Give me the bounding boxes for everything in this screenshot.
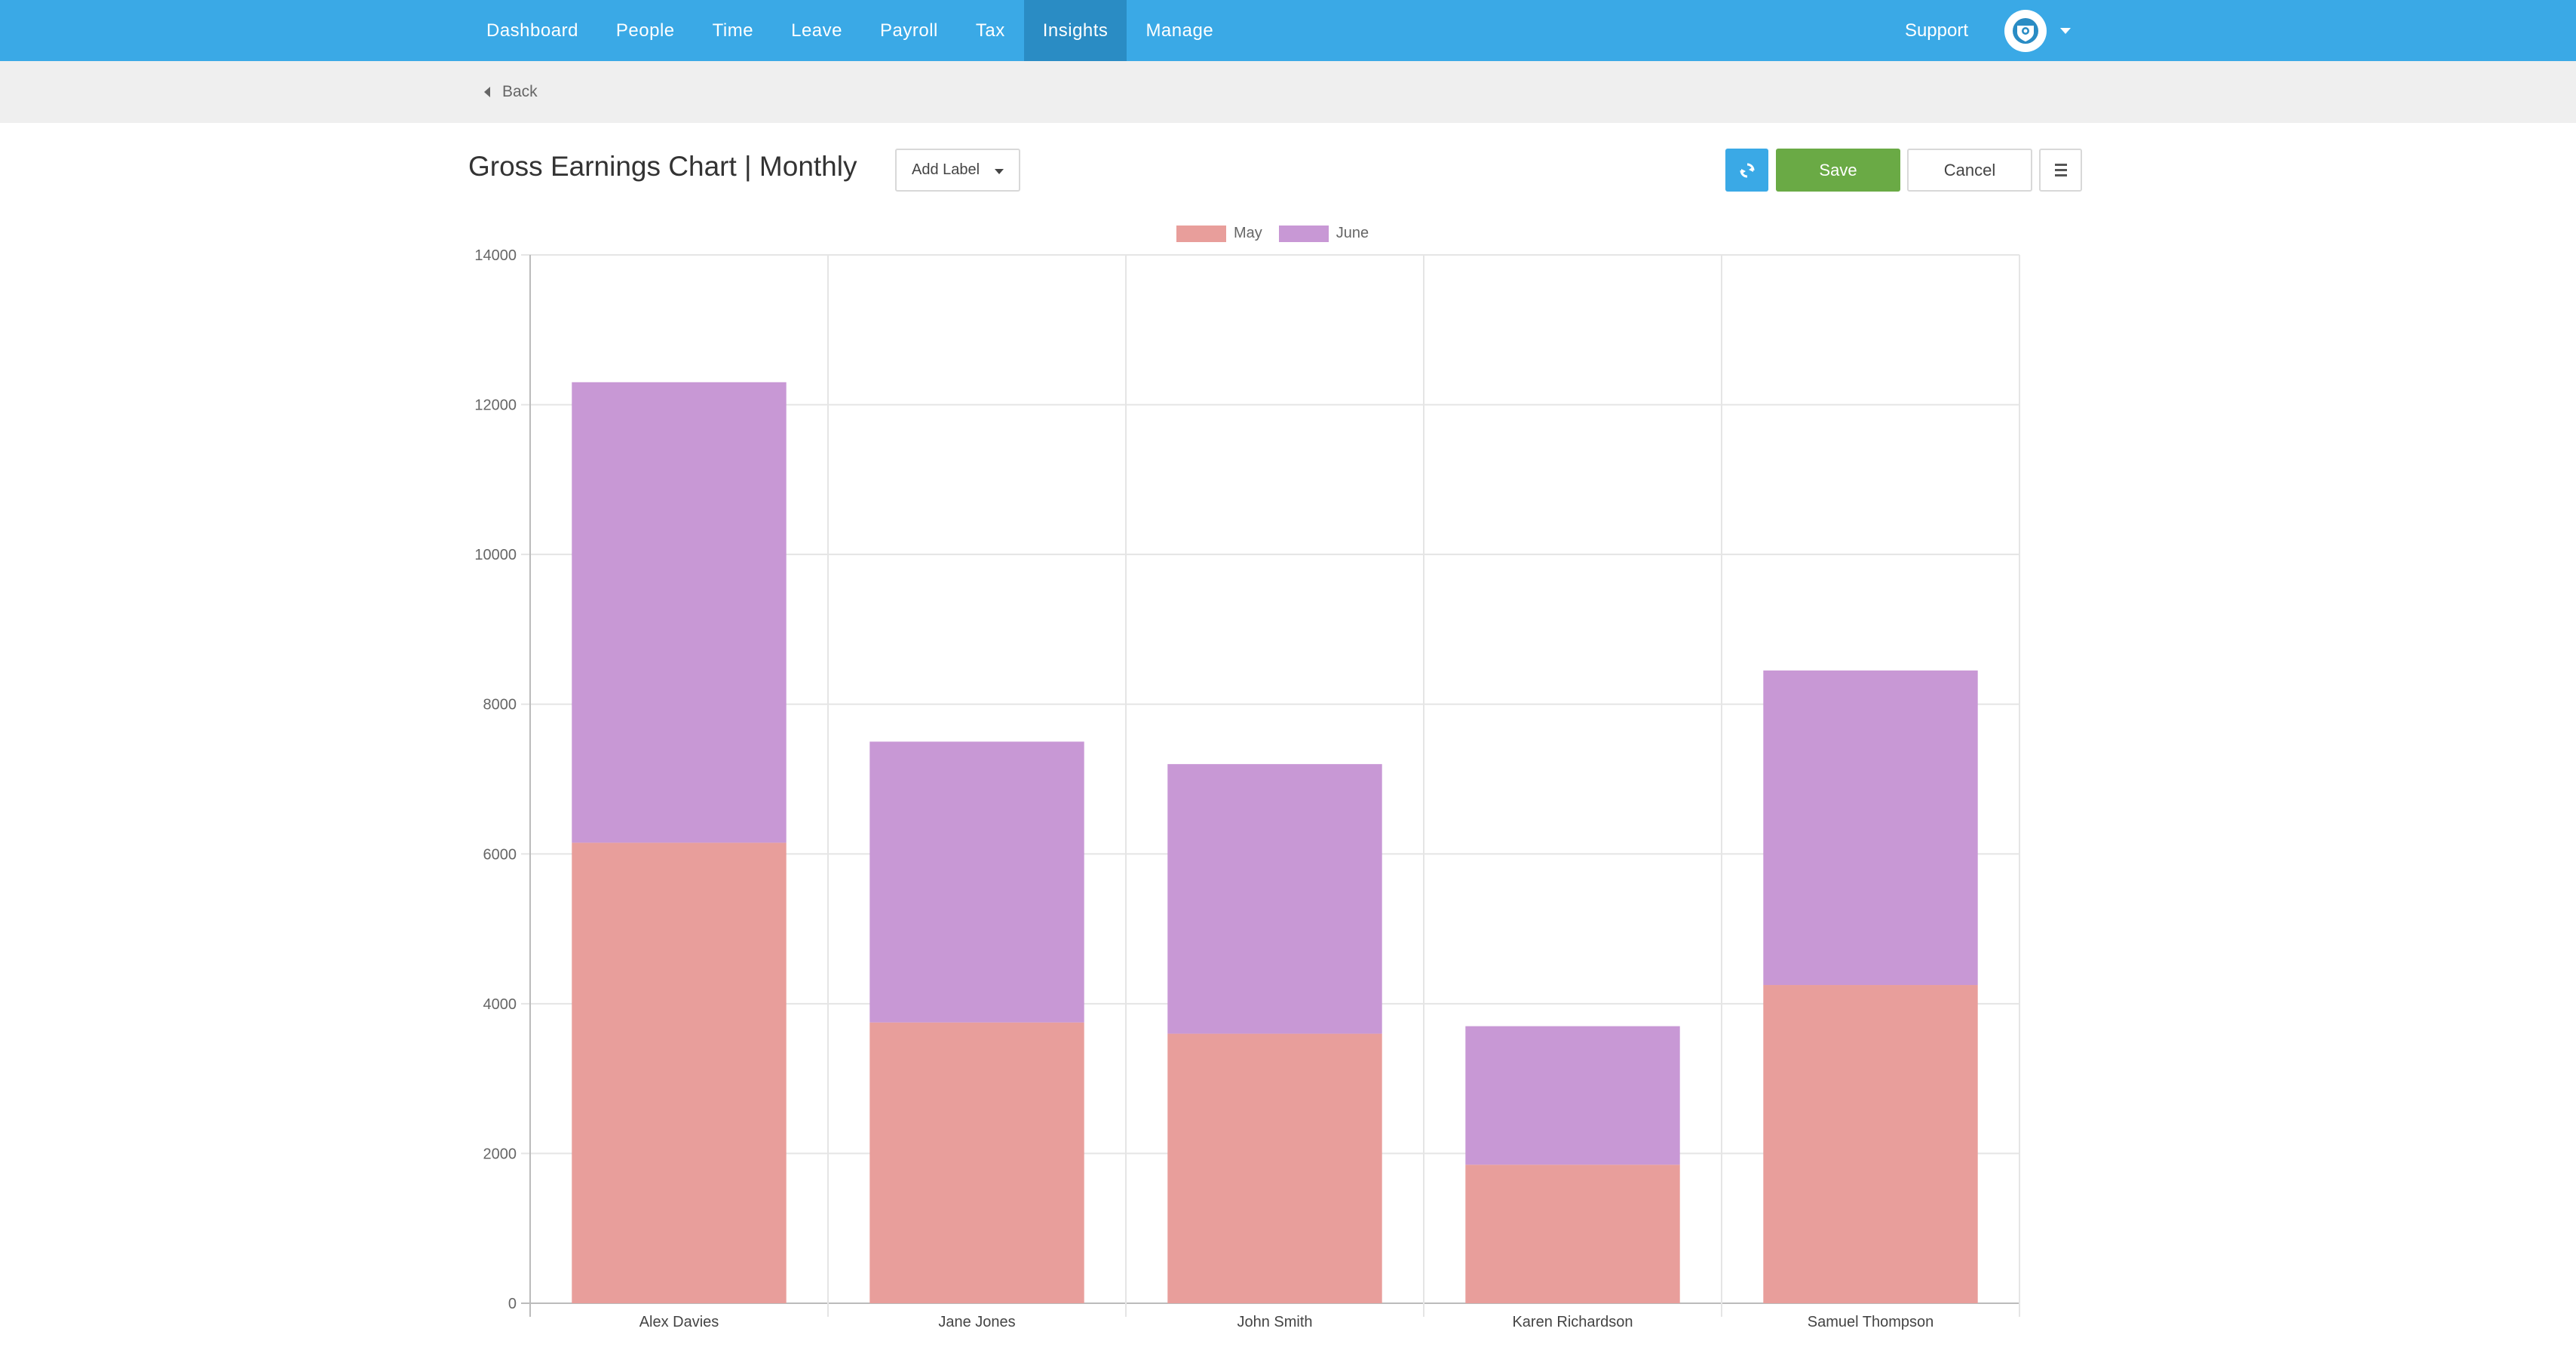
nav-menu: Dashboard People Time Leave Payroll Tax … xyxy=(468,0,1232,61)
refresh-icon xyxy=(1740,163,1754,177)
y-tick-label: 12000 xyxy=(474,397,517,414)
x-tick-label: John Smith xyxy=(1237,1314,1312,1330)
nav-item-dashboard[interactable]: Dashboard xyxy=(486,20,578,41)
y-tick-label: 0 xyxy=(508,1296,517,1312)
x-tick-label: Alex Davies xyxy=(639,1314,719,1330)
bar-june xyxy=(1465,1026,1680,1165)
user-menu-chevron-down-icon[interactable] xyxy=(2060,27,2071,34)
user-avatar-icon[interactable] xyxy=(2004,9,2047,52)
y-tick-label: 10000 xyxy=(474,547,517,563)
nav-item-payroll[interactable]: Payroll xyxy=(880,20,938,41)
nav-item-tax[interactable]: Tax xyxy=(975,20,1005,41)
back-label: Back xyxy=(502,83,538,100)
y-tick-label: 6000 xyxy=(483,846,517,863)
legend-item-may[interactable]: May xyxy=(1176,225,1262,242)
bar-may xyxy=(869,1022,1084,1303)
hamburger-menu-icon xyxy=(2054,164,2067,166)
x-tick-label: Karen Richardson xyxy=(1512,1314,1633,1330)
back-link[interactable]: Back xyxy=(484,61,538,123)
bar-june xyxy=(1763,670,1978,986)
y-tick-label: 14000 xyxy=(474,247,517,264)
x-tick-label: Jane Jones xyxy=(938,1314,1015,1330)
y-tick-label: 4000 xyxy=(483,996,517,1013)
legend-label-may: May xyxy=(1234,225,1262,241)
page-title: Gross Earnings Chart | Monthly xyxy=(468,151,857,182)
support-link[interactable]: Support xyxy=(1904,20,1968,41)
bar-june xyxy=(869,741,1084,1023)
sub-bar: Back xyxy=(0,61,2576,123)
hamburger-menu-button[interactable] xyxy=(2039,149,2082,192)
cancel-button[interactable]: Cancel xyxy=(1907,149,2032,192)
legend-item-june[interactable]: June xyxy=(1278,225,1369,242)
chart-legend: May June xyxy=(1176,225,1385,242)
bar-june xyxy=(572,382,787,843)
y-tick-label: 8000 xyxy=(483,697,517,713)
top-nav-bar: Dashboard People Time Leave Payroll Tax … xyxy=(0,0,2576,61)
y-tick-label: 2000 xyxy=(483,1146,517,1162)
legend-swatch-may xyxy=(1176,225,1226,242)
nav-item-insights[interactable]: Insights xyxy=(1023,0,1127,61)
caret-left-icon xyxy=(484,87,490,97)
nav-item-people[interactable]: People xyxy=(615,20,675,41)
refresh-button[interactable] xyxy=(1725,149,1768,192)
bar-may xyxy=(1763,985,1978,1303)
bar-may xyxy=(1167,1033,1382,1303)
add-label-dropdown[interactable]: Add Label xyxy=(895,149,1020,192)
nav-item-manage[interactable]: Manage xyxy=(1145,20,1214,41)
legend-swatch-june xyxy=(1278,225,1329,242)
bar-may xyxy=(572,842,787,1303)
bar-may xyxy=(1465,1164,1680,1303)
add-label-text: Add Label xyxy=(912,161,980,178)
nav-right-group: Support xyxy=(1905,0,2071,61)
legend-label-june: June xyxy=(1336,225,1369,241)
nav-item-time[interactable]: Time xyxy=(712,20,754,41)
save-button[interactable]: Save xyxy=(1776,149,1900,192)
bar-june xyxy=(1167,764,1382,1034)
x-tick-label: Samuel Thompson xyxy=(1808,1314,1934,1330)
nav-item-leave[interactable]: Leave xyxy=(791,20,842,41)
chevron-down-icon xyxy=(995,169,1004,174)
